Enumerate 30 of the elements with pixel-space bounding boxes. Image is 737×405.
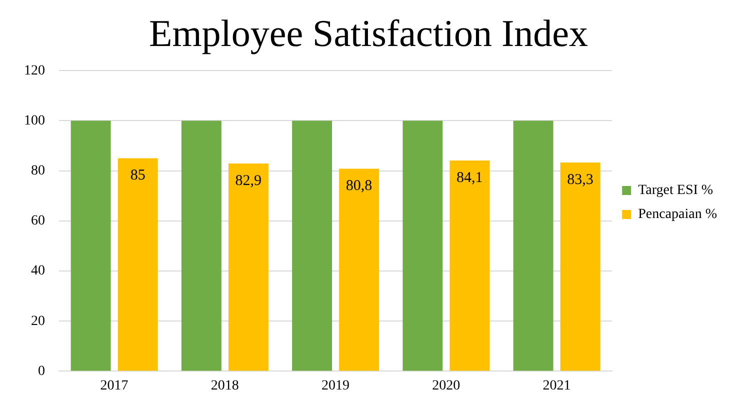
y-tick-label: 60	[31, 214, 45, 229]
bar	[228, 164, 268, 371]
bar	[560, 162, 600, 371]
x-tick-label: 2020	[432, 378, 460, 394]
bar	[402, 120, 443, 371]
legend-label: Pencapaian %	[638, 207, 718, 222]
bar	[70, 120, 111, 371]
x-tick-label: 2019	[322, 378, 350, 394]
bar	[339, 168, 380, 371]
y-tick-label: 80	[31, 163, 45, 178]
y-tick-label: 100	[24, 113, 45, 128]
x-tick-label: 2021	[542, 378, 571, 394]
data-label: 85	[130, 168, 146, 184]
y-tick-label: 0	[38, 364, 45, 379]
data-label: 82,9	[235, 172, 262, 189]
x-tick-label: 2018	[210, 378, 239, 394]
bar	[450, 160, 490, 371]
bar	[292, 120, 332, 371]
y-tick-label: 20	[31, 314, 45, 329]
data-label: 80,8	[346, 178, 372, 194]
y-tick-label: 120	[24, 63, 45, 78]
y-tick-label: 40	[31, 264, 45, 279]
chart-title: Employee Satisfaction Index	[149, 12, 588, 55]
x-tick-label: 2017	[100, 378, 128, 394]
bar	[513, 120, 554, 371]
bar	[118, 158, 158, 371]
data-label: 84,1	[456, 170, 483, 186]
legend-label: Target ESI %	[638, 183, 714, 198]
data-label: 83,3	[567, 172, 594, 188]
bar	[181, 120, 222, 371]
